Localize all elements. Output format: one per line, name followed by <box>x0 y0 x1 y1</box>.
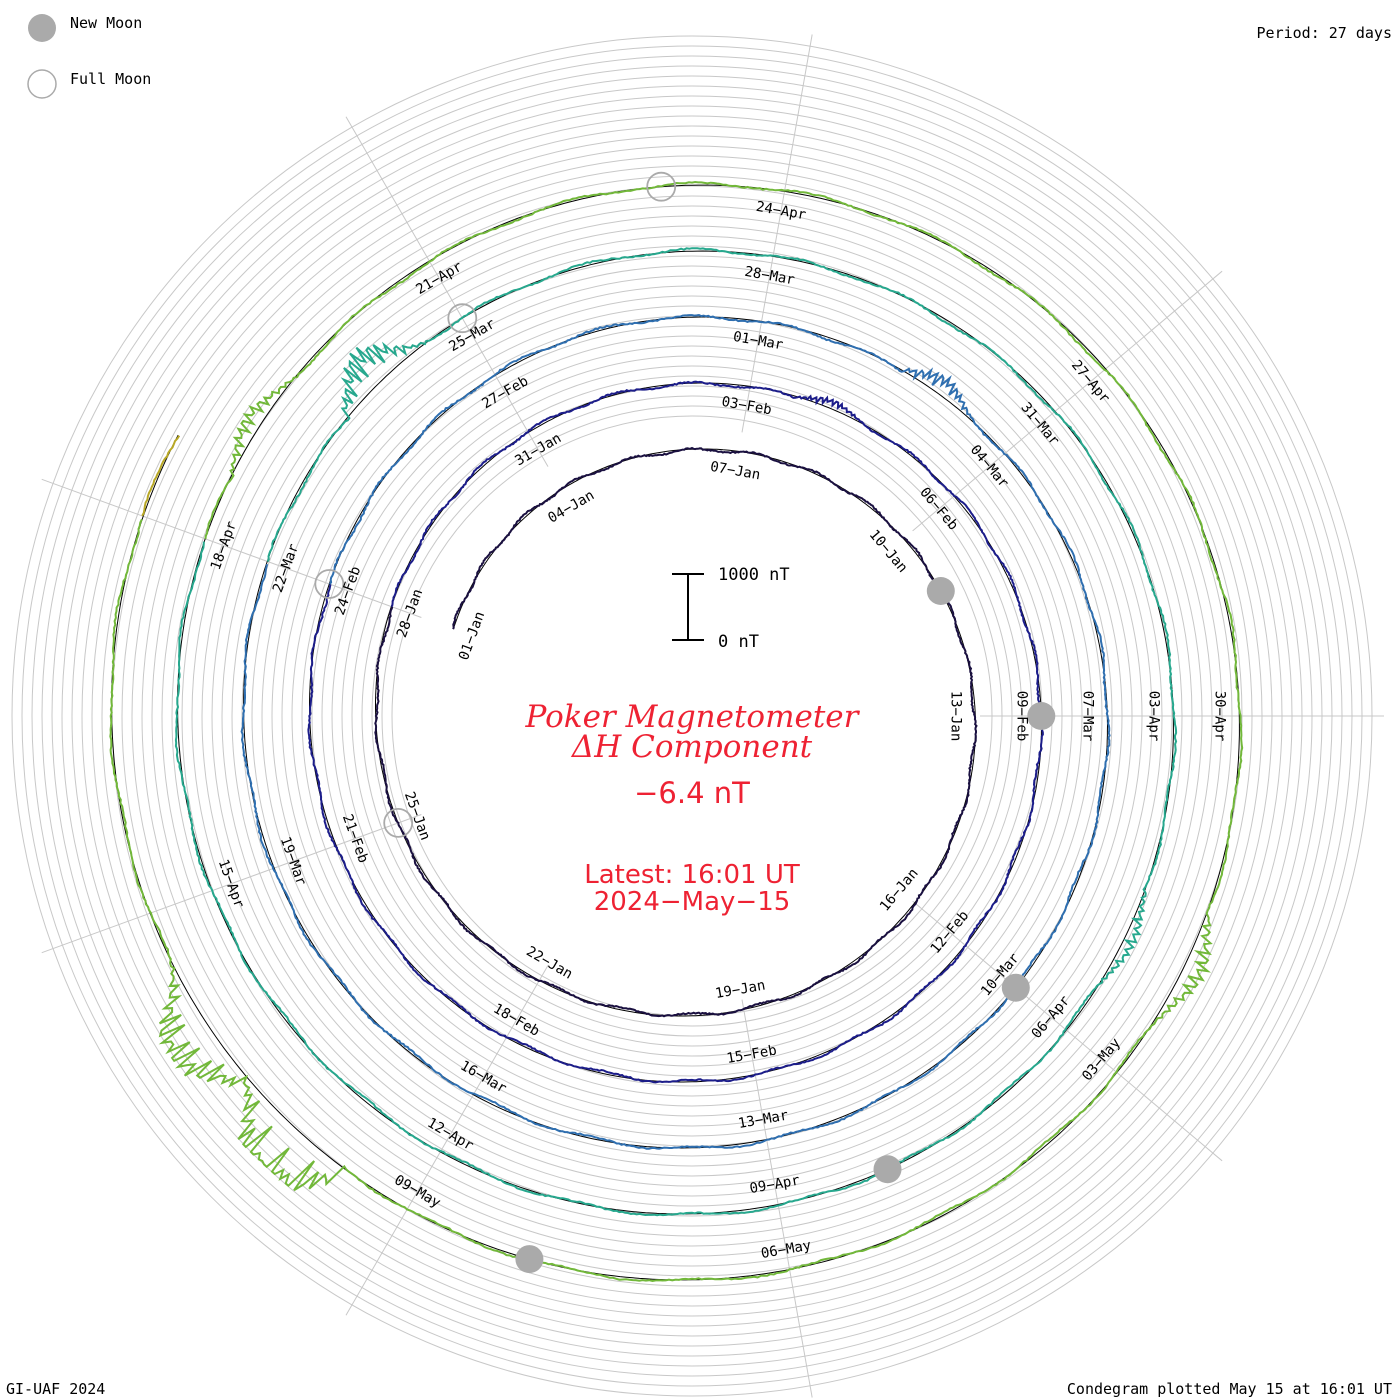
trace-layer <box>109 180 1244 1283</box>
date-tick-label: 07−Jan <box>709 459 762 484</box>
date-tick-label: 01−Mar <box>732 329 785 354</box>
date-tick-label: 13−Mar <box>737 1108 790 1133</box>
date-tick-label: 04−Jan <box>545 487 597 526</box>
full-moon-marker <box>314 569 345 599</box>
chart-subtitle: ΔH Component <box>571 729 813 765</box>
date-tick-label: 03−Feb <box>720 394 773 419</box>
date-tick-label: 16−Jan <box>877 865 922 914</box>
revolution-trace-2 <box>307 380 1044 1084</box>
period-label: Period: 27 days <box>1257 24 1392 42</box>
date-tick-label: 31−Jan <box>512 430 564 469</box>
scale-bottom-label: 0 nT <box>718 632 759 652</box>
date-tick-label: 21−Apr <box>413 259 465 298</box>
grid-layer <box>11 34 1384 1398</box>
date-tick-label: 31−Mar <box>1017 400 1062 449</box>
revolution-trace-5 <box>109 180 1244 1283</box>
radial-grid-line <box>912 900 1223 1162</box>
latest-date: 2024−May−15 <box>594 887 791 917</box>
plotted-footer: Condegram plotted May 15 at 16:01 UT <box>1067 1380 1392 1398</box>
new-moon-legend-label: New Moon <box>70 14 142 32</box>
new-moon-legend-icon <box>28 14 56 42</box>
full-moon-marker <box>383 808 414 838</box>
date-tick-label: 01−Jan <box>456 609 488 662</box>
new-moon-marker <box>515 1245 544 1274</box>
moon-layer <box>314 171 1056 1274</box>
current-value: −6.4 nT <box>634 776 750 810</box>
copyright-footer: GI-UAF 2024 <box>6 1380 105 1398</box>
radial-grid-line <box>912 270 1223 532</box>
full-moon-legend-icon <box>27 69 57 99</box>
date-tick-label: 19−Jan <box>714 978 767 1003</box>
date-tick-label: 24−Apr <box>755 199 808 224</box>
revolution-trace-3 <box>240 313 1111 1150</box>
revolution-trace-1 <box>374 446 978 1018</box>
radial-grid-line <box>741 999 813 1398</box>
date-tick-label: 27−Apr <box>1068 357 1113 406</box>
date-tick-label: 09−Apr <box>748 1173 801 1198</box>
radial-grid-line <box>345 116 549 467</box>
date-tick-label: 10−Jan <box>866 527 911 576</box>
date-tick-label: 18−Apr <box>208 519 240 572</box>
date-tick-label: 19−Mar <box>277 835 309 888</box>
date-tick-label: 21−Feb <box>339 812 371 865</box>
date-tick-label: 30−Apr <box>1211 691 1227 742</box>
radial-grid-line <box>41 814 422 954</box>
full-moon-marker <box>646 171 677 202</box>
scale-bar <box>672 573 704 641</box>
new-moon-marker <box>926 577 955 605</box>
date-tick-label: 03−May <box>1079 1035 1124 1084</box>
radial-grid-line <box>41 478 422 618</box>
chart-title: Poker Magnetometer <box>525 699 861 735</box>
date-tick-label: 28−Jan <box>394 587 426 640</box>
new-moon-marker <box>873 1155 902 1184</box>
date-tick-label: 22−Mar <box>270 542 302 595</box>
date-tick-label: 27−Feb <box>479 373 531 412</box>
date-tick-label: 07−Mar <box>1079 691 1095 742</box>
scale-top-label: 1000 nT <box>718 565 790 585</box>
latest-time: Latest: 16:01 UT <box>584 860 800 890</box>
date-tick-label: 13−Jan <box>947 691 963 742</box>
full-moon-legend-label: Full Moon <box>70 70 151 88</box>
date-tick-label: 15−Feb <box>725 1043 778 1068</box>
new-moon-marker <box>1001 973 1030 1002</box>
radial-grid-line <box>741 34 813 433</box>
revolution-trace-4 <box>174 247 1178 1217</box>
revolution-trace-6 <box>141 435 181 517</box>
new-moon-marker <box>1027 702 1056 730</box>
date-tick-label: 28−Mar <box>743 264 796 289</box>
date-tick-label: 09−Feb <box>1013 691 1029 742</box>
date-tick-label: 03−Apr <box>1145 691 1161 742</box>
radial-grid-line <box>345 965 549 1316</box>
full-moon-marker <box>447 303 478 334</box>
